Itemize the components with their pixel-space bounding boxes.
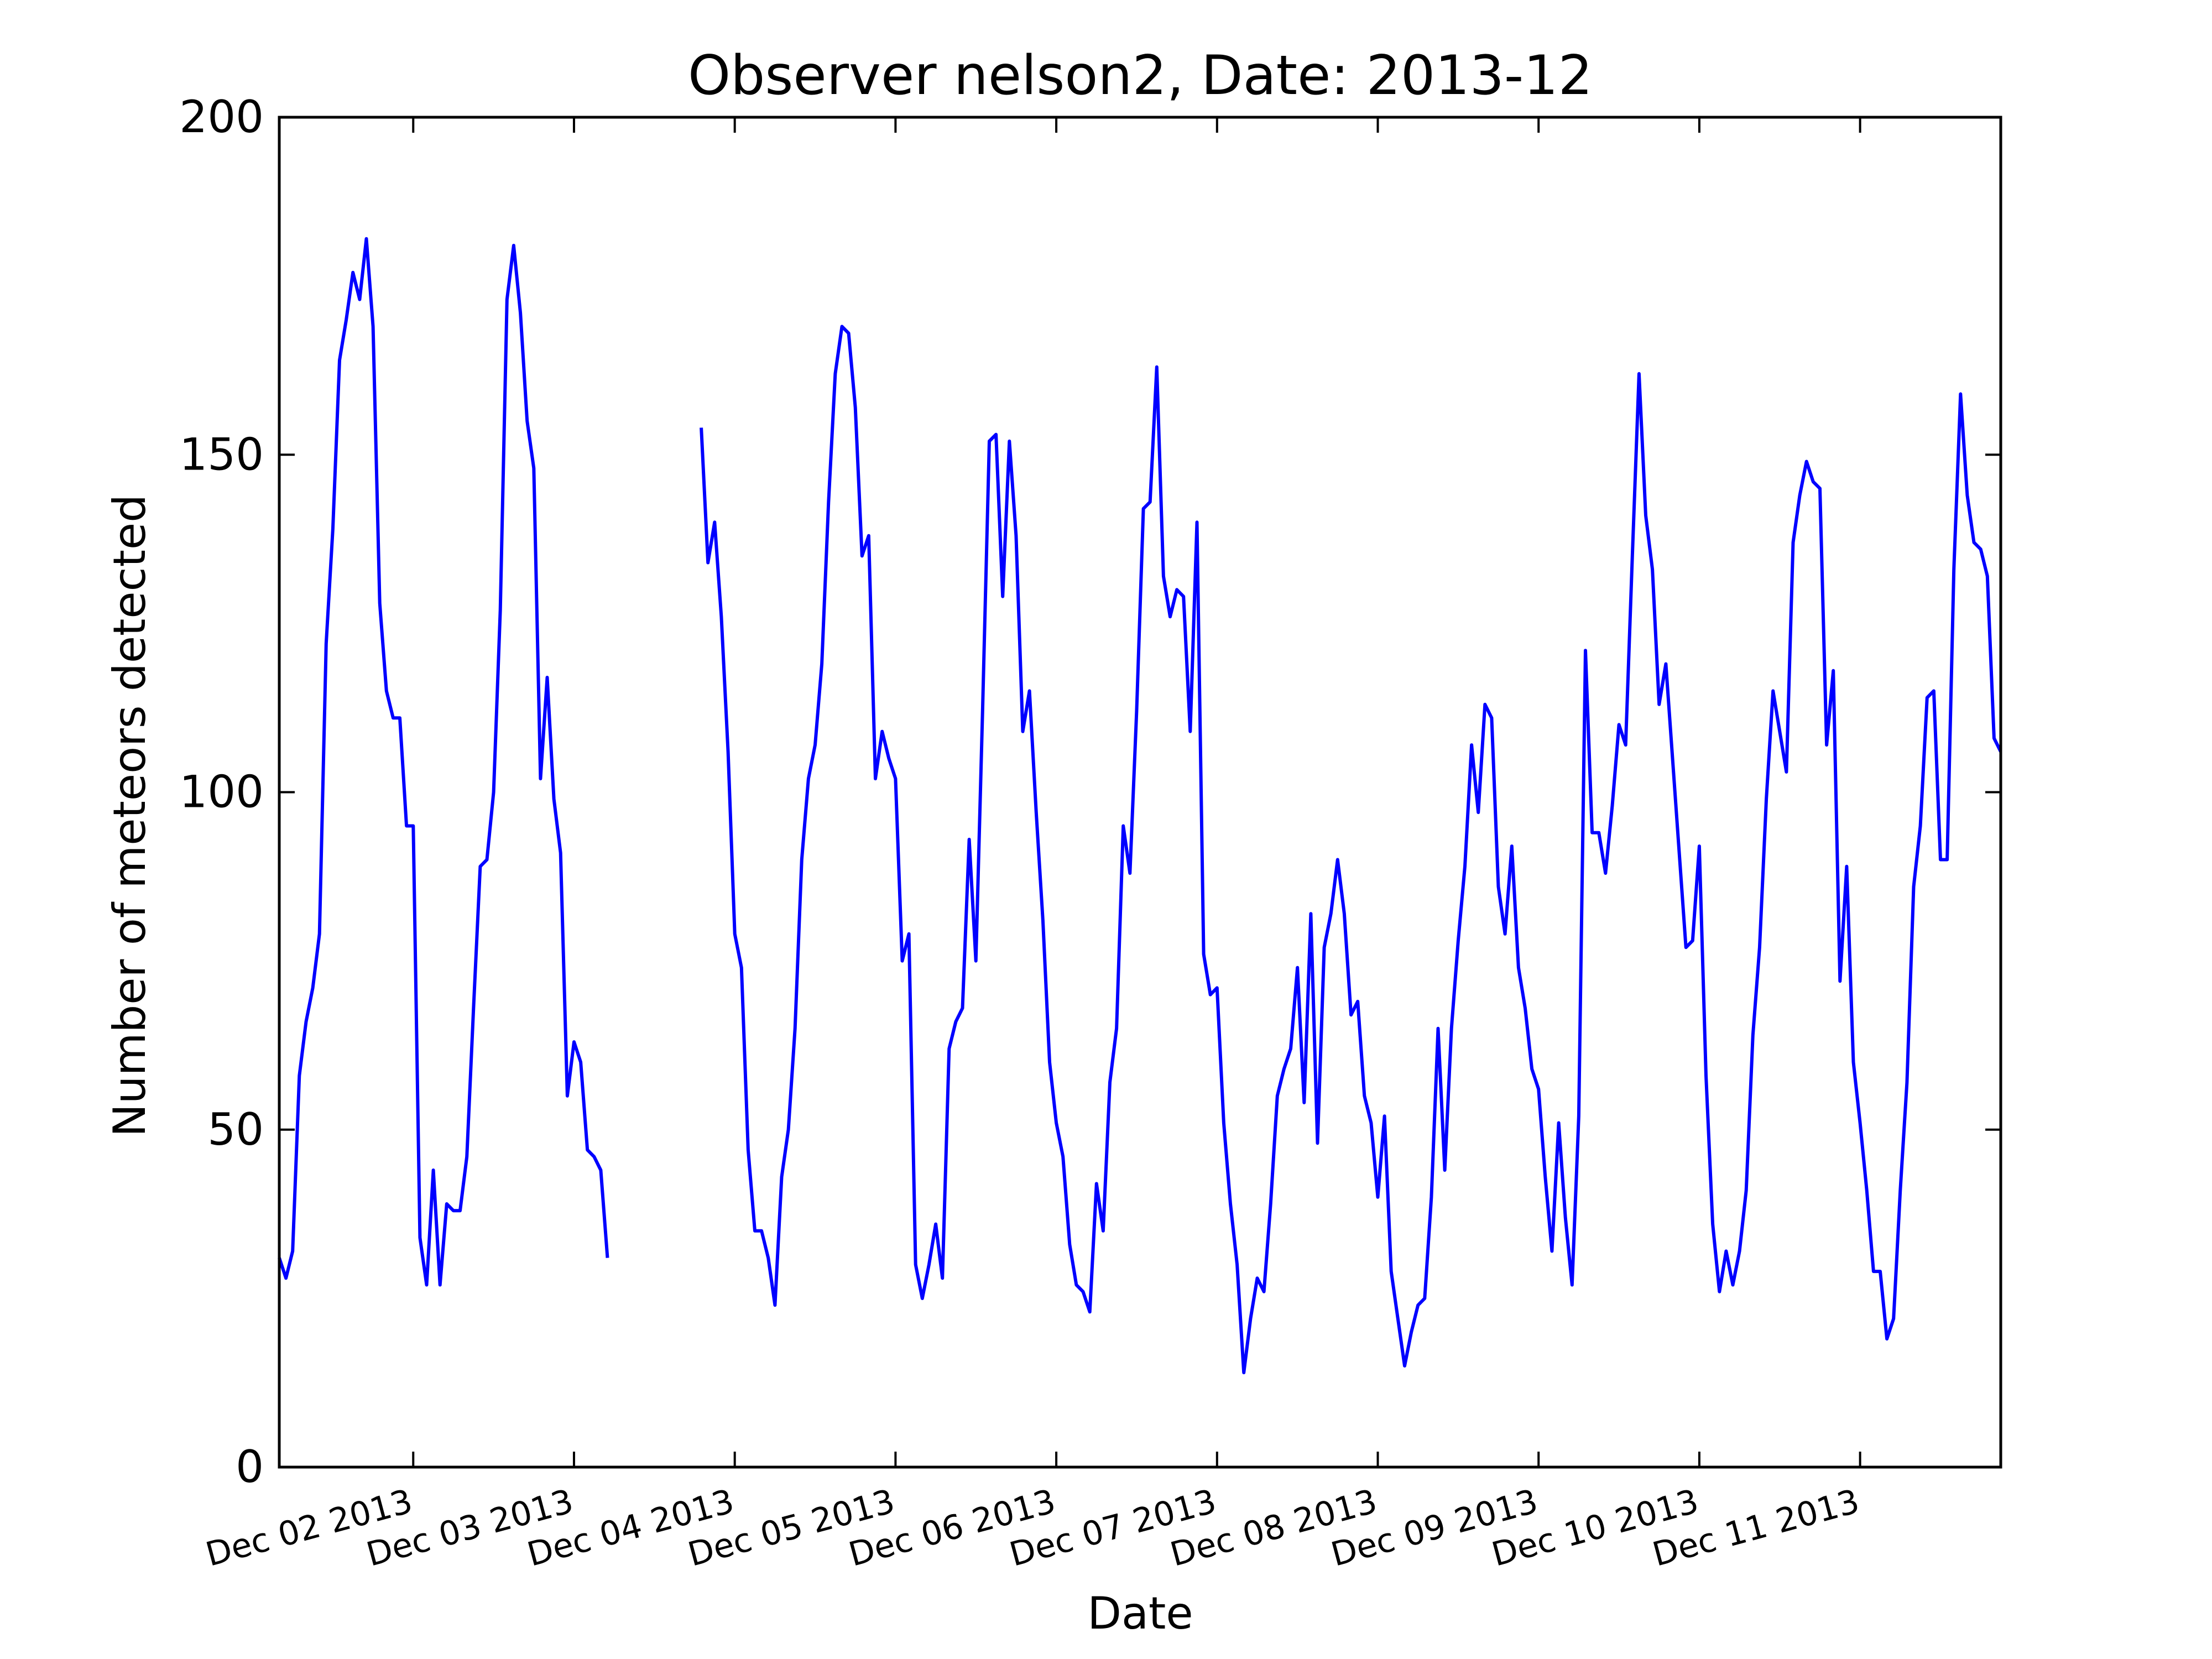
y-tick-label: 150 [179, 429, 264, 480]
y-tick-label: 50 [207, 1104, 264, 1155]
x-axis-label: Date [1087, 1588, 1193, 1639]
chart-title: Observer nelson2, Date: 2013-12 [688, 44, 1593, 107]
y-tick-label: 200 [179, 91, 264, 143]
y-tick-label: 0 [236, 1441, 264, 1493]
series-line-segment-2 [700, 325, 2002, 1375]
y-tick-label: 100 [179, 766, 264, 818]
plot-area [278, 237, 2002, 1375]
y-axis-label: Number of meteors detected [104, 494, 155, 1137]
series-line-segment-1 [278, 237, 609, 1287]
